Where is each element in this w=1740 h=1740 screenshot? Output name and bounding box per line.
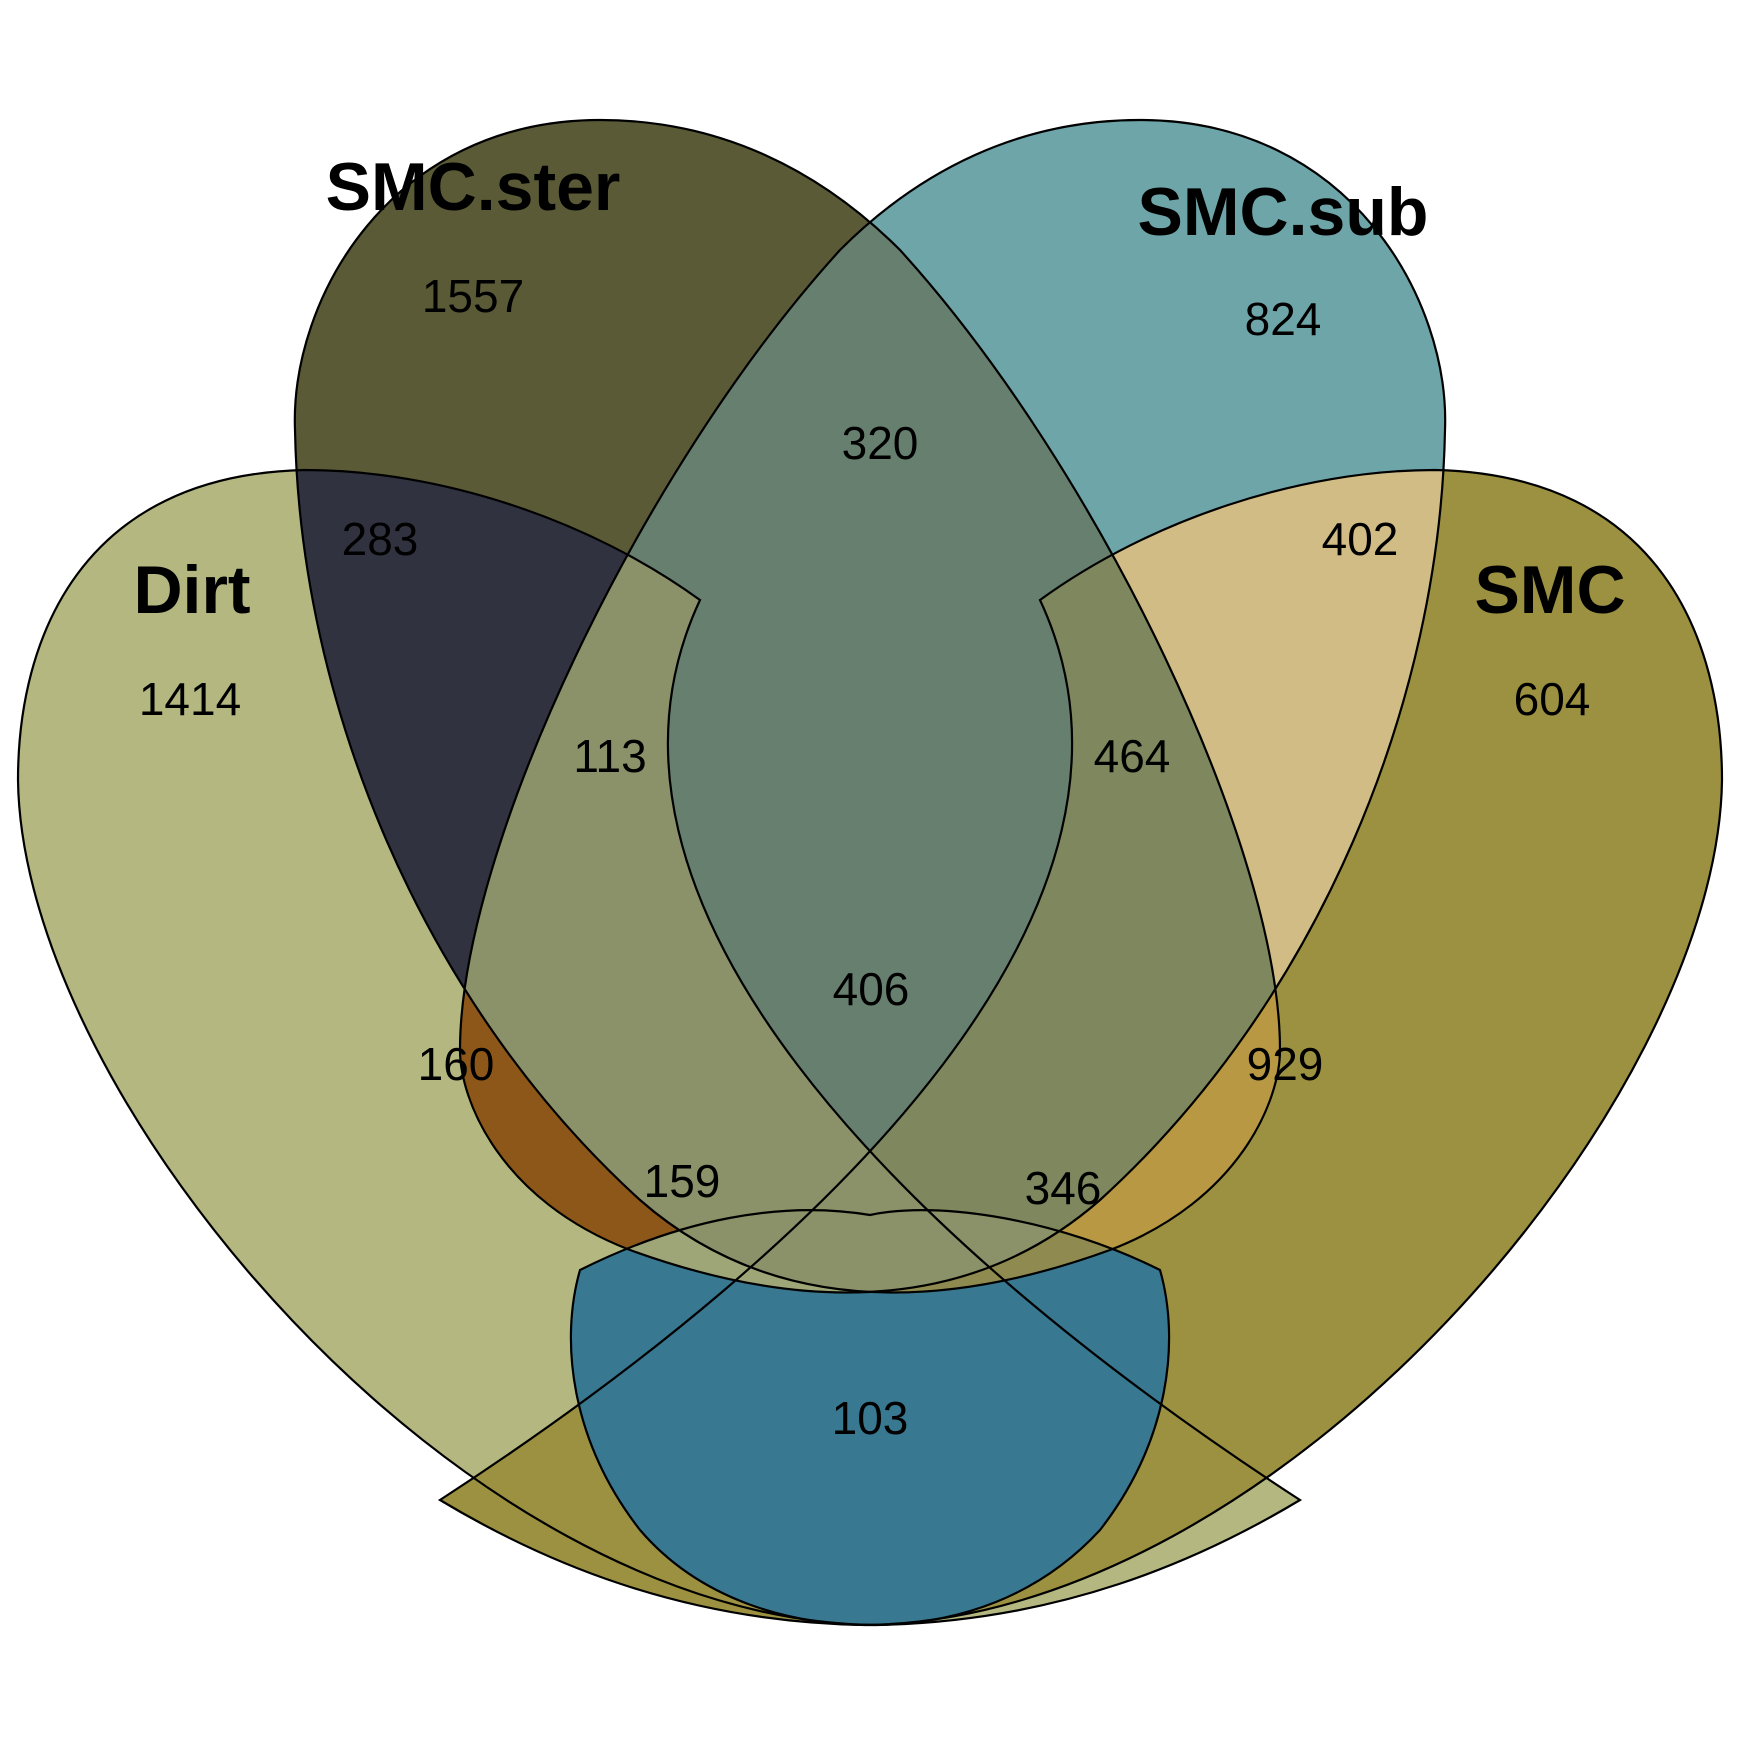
count-dirt-only: 1414 bbox=[139, 673, 241, 725]
count-smc-sub-only: 824 bbox=[1245, 293, 1322, 345]
set-label-smc: SMC bbox=[1474, 552, 1625, 628]
smc-ster-outline bbox=[293, 118, 1282, 1294]
set-label-smc-sub: SMC.sub bbox=[1138, 174, 1429, 250]
count-smc-ster-smc-sub: 320 bbox=[842, 417, 919, 469]
count-dirt-smc-ster: 283 bbox=[342, 513, 419, 565]
count-smc-ster-smc-sub-smc: 464 bbox=[1094, 730, 1171, 782]
region-dirt-smc bbox=[570, 1210, 1170, 1625]
smc-sub-outline bbox=[458, 118, 1447, 1294]
count-dirt-smc-sub: 160 bbox=[418, 1038, 495, 1090]
smc-outline bbox=[437, 468, 1724, 1627]
dirt-outline bbox=[16, 468, 1303, 1627]
count-dirt-smc: 103 bbox=[832, 1392, 909, 1444]
set-label-dirt: Dirt bbox=[133, 552, 250, 628]
bottom-lobe-outline bbox=[569, 1209, 1171, 1627]
count-smc-only: 604 bbox=[1514, 673, 1591, 725]
count-dirt-smc-ster-smc-sub: 113 bbox=[573, 730, 646, 782]
count-smc-sub-smc: 402 bbox=[1322, 513, 1399, 565]
set-label-smc-ster: SMC.ster bbox=[326, 149, 621, 225]
region-smc-ster-smc-sub-smc bbox=[460, 470, 1280, 1293]
count-smc-ster-smc: 929 bbox=[1247, 1038, 1324, 1090]
count-all-four: 406 bbox=[833, 963, 910, 1015]
count-dirt-smc-ster-smc: 346 bbox=[1025, 1162, 1102, 1214]
count-smc-ster-only: 1557 bbox=[422, 270, 524, 322]
count-dirt-smc-sub-smc: 159 bbox=[644, 1155, 721, 1207]
